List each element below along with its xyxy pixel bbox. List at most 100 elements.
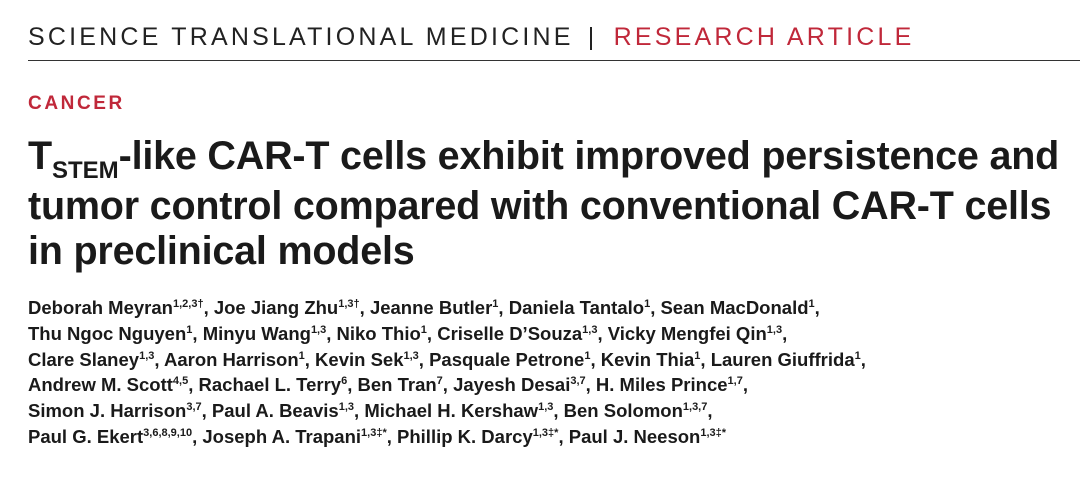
author: Paul A. Beavis1,3, xyxy=(212,400,364,421)
author-affiliation: 1 xyxy=(298,349,305,362)
author-name: Phillip K. Darcy xyxy=(397,425,533,447)
author-name: Paul J. Neeson xyxy=(568,425,701,447)
author-separator: , xyxy=(188,374,199,396)
author-affiliation: 1,7 xyxy=(727,375,743,388)
author-separator: , xyxy=(498,297,509,318)
author: Ben Solomon1,3,7, xyxy=(564,400,713,421)
title-prefix: T xyxy=(28,134,52,178)
author-affiliation: 7 xyxy=(436,375,443,388)
author-separator: , xyxy=(442,374,454,396)
author-separator: , xyxy=(304,348,316,370)
author: Simon J. Harrison3,7, xyxy=(28,400,212,421)
author-affiliation: 1 xyxy=(186,323,193,336)
author-line: Deborah Meyran1,2,3†, Joe Jiang Zhu1,3†,… xyxy=(28,295,1073,321)
author-name: Ben Tran xyxy=(357,374,437,396)
author-separator: , xyxy=(154,348,164,370)
author-footnote-mark: ‡* xyxy=(715,426,727,439)
author-name: Kevin Thia xyxy=(600,348,695,370)
author-affiliation: 3,6,8,9,10 xyxy=(143,426,193,439)
author-name: Joe Jiang Zhu xyxy=(213,297,339,318)
author-separator: , xyxy=(650,297,661,318)
author: Joseph A. Trapani1,3‡*, xyxy=(202,426,397,447)
author-affiliation: 3,7 xyxy=(570,375,586,388)
author-name: Vicky Mengfei Qin xyxy=(607,322,767,344)
author-separator: , xyxy=(553,400,564,422)
author-name: Sean MacDonald xyxy=(660,297,809,318)
author-name: Joseph A. Trapani xyxy=(202,425,362,447)
author-name: Clare Slaney xyxy=(28,348,140,370)
author: Lauren Giuffrida1, xyxy=(711,349,866,370)
author-affiliation: 1,3 xyxy=(766,323,783,336)
author-affiliation: 1,3 xyxy=(538,401,554,414)
author-footnote-mark: † xyxy=(353,298,360,310)
author-separator: , xyxy=(707,400,713,422)
author: Andrew M. Scott4,5, xyxy=(28,374,199,395)
author-affiliation: 1,3 xyxy=(338,298,354,310)
author-affiliation: 1,3 xyxy=(361,426,377,439)
title-line-3: in preclinical models xyxy=(28,229,415,273)
author-name: Thu Ngoc Nguyen xyxy=(28,322,187,344)
author-name: H. Miles Prince xyxy=(595,374,728,396)
author: Niko Thio1, xyxy=(337,323,438,344)
author-line: Thu Ngoc Nguyen1, Minyu Wang1,3, Niko Th… xyxy=(28,321,1073,347)
author: Michael H. Kershaw1,3, xyxy=(364,400,563,421)
author-separator: , xyxy=(386,425,398,447)
author: Joe Jiang Zhu1,3†, xyxy=(214,297,370,318)
header-rule xyxy=(28,60,1080,61)
author-footnote-mark: † xyxy=(197,298,204,310)
author-name: Jeanne Butler xyxy=(369,297,493,318)
header-separator: | xyxy=(587,23,598,51)
author: Phillip K. Darcy1,3‡*, xyxy=(397,426,569,447)
author-name: Michael H. Kershaw xyxy=(364,400,539,422)
author-line: Paul G. Ekert3,6,8,9,10, Joseph A. Trapa… xyxy=(28,424,1073,450)
author-separator: , xyxy=(597,322,608,344)
author-affiliation: 1,3 xyxy=(310,323,327,336)
author: Jayesh Desai3,7, xyxy=(453,374,596,395)
author-affiliation: 1,3 xyxy=(403,349,419,362)
author-affiliation: 1,2,3 xyxy=(172,298,198,310)
author-name: Minyu Wang xyxy=(202,322,311,344)
title-line-2: tumor control compared with conventional… xyxy=(28,184,1052,228)
author-footnote-mark: ‡* xyxy=(376,426,387,439)
author-line: Andrew M. Scott4,5, Rachael L. Terry6, B… xyxy=(28,372,1073,398)
author-affiliation: 4,5 xyxy=(172,375,189,388)
article-title: TSTEM-like CAR-T cells exhibit improved … xyxy=(28,134,1073,274)
author: Rachael L. Terry6, xyxy=(199,374,358,395)
author-affiliation: 3,7 xyxy=(186,401,202,414)
author: Paul J. Neeson1,3‡* xyxy=(569,426,726,447)
author-name: Criselle D’Souza xyxy=(437,322,583,344)
author-affiliation: 1,3 xyxy=(700,426,716,439)
author-name: Daniela Tantalo xyxy=(508,297,645,318)
author-name: Lauren Giuffrida xyxy=(710,348,855,370)
author-separator: , xyxy=(192,425,203,447)
title-line-1-rest: -like CAR-T cells exhibit improved persi… xyxy=(118,134,1060,178)
title-line-1: TSTEM-like CAR-T cells exhibit improved … xyxy=(28,134,1073,184)
author-footnote-mark: ‡* xyxy=(548,426,559,439)
author-list: Deborah Meyran1,2,3†, Joe Jiang Zhu1,3†,… xyxy=(28,295,1073,450)
author-name: Kevin Sek xyxy=(315,348,404,370)
article-type: RESEARCH ARTICLE xyxy=(613,23,915,51)
author-separator: , xyxy=(354,400,365,422)
author-separator: , xyxy=(359,297,370,318)
author: Paul G. Ekert3,6,8,9,10, xyxy=(28,426,202,447)
author-affiliation: 1 xyxy=(644,298,651,310)
author: Thu Ngoc Nguyen1, xyxy=(28,323,203,344)
author-name: Niko Thio xyxy=(336,322,421,344)
author: Sean MacDonald1, xyxy=(660,297,819,318)
author: Kevin Thia1, xyxy=(601,349,711,370)
author-name: Rachael L. Terry xyxy=(198,374,342,396)
author-affiliation: 1,3 xyxy=(139,349,155,362)
author: Criselle D’Souza1,3, xyxy=(437,323,608,344)
author-affiliation: 1,3 xyxy=(532,426,549,439)
author-affiliation: 1 xyxy=(854,349,861,362)
author-separator: , xyxy=(347,374,358,396)
author-separator: , xyxy=(558,425,569,447)
author-line: Clare Slaney1,3, Aaron Harrison1, Kevin … xyxy=(28,347,1073,373)
author-separator: , xyxy=(192,322,203,344)
author-separator: , xyxy=(860,348,866,370)
author-name: Ben Solomon xyxy=(563,400,683,422)
author-line: Simon J. Harrison3,7, Paul A. Beavis1,3,… xyxy=(28,398,1073,424)
author-name: Jayesh Desai xyxy=(453,374,571,396)
author-affiliation: 1,3 xyxy=(338,401,355,414)
author: Clare Slaney1,3, xyxy=(28,349,164,370)
